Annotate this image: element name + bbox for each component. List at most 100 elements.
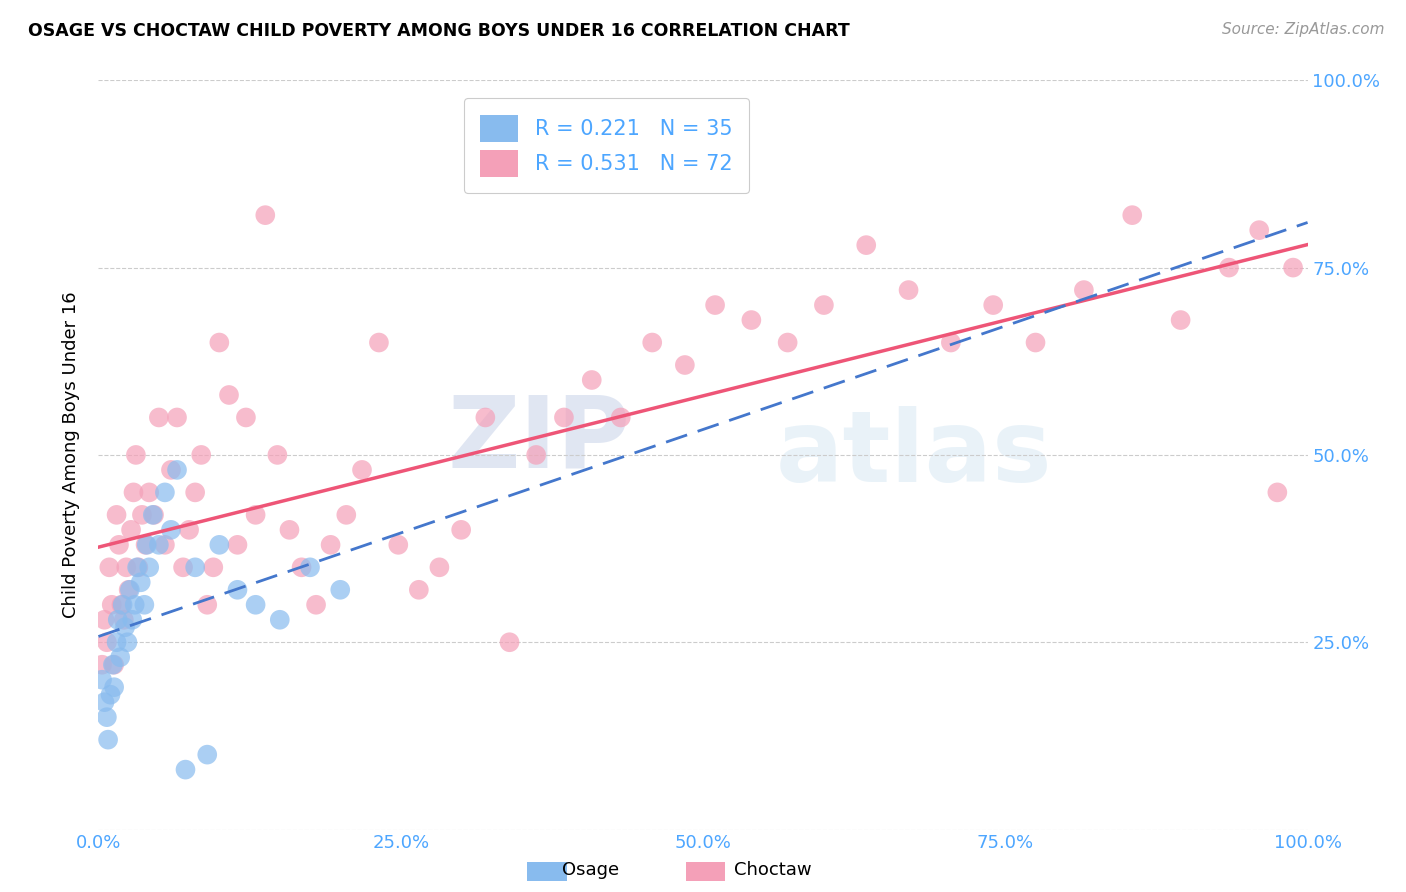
Point — [290, 560, 312, 574]
Point — [91, 657, 114, 672]
Point — [100, 598, 122, 612]
Point — [235, 410, 257, 425]
Point — [124, 598, 146, 612]
Point — [93, 613, 115, 627]
Point — [429, 560, 451, 574]
Point — [939, 335, 962, 350]
Point — [134, 598, 156, 612]
Point — [202, 560, 225, 574]
Point — [350, 463, 373, 477]
Point — [498, 635, 520, 649]
Point — [897, 283, 920, 297]
Point — [387, 538, 409, 552]
Point — [143, 508, 166, 522]
Point — [127, 560, 149, 574]
Point — [110, 598, 132, 612]
Point — [1024, 335, 1046, 350]
Point — [125, 448, 148, 462]
Point — [100, 688, 122, 702]
Point — [704, 298, 727, 312]
Point — [135, 538, 157, 552]
Point — [226, 582, 249, 597]
Point — [114, 620, 136, 634]
Point — [266, 448, 288, 462]
Point — [118, 582, 141, 597]
Point — [103, 680, 125, 694]
Point — [740, 313, 762, 327]
Point — [107, 613, 129, 627]
Point — [245, 508, 267, 522]
Text: OSAGE VS CHOCTAW CHILD POVERTY AMONG BOYS UNDER 16 CORRELATION CHART: OSAGE VS CHOCTAW CHILD POVERTY AMONG BOY… — [28, 22, 849, 40]
Point — [450, 523, 472, 537]
Point — [641, 335, 664, 350]
Point — [1249, 223, 1271, 237]
Point — [91, 673, 114, 687]
Point — [269, 613, 291, 627]
Point — [148, 538, 170, 552]
Point — [245, 598, 267, 612]
Point — [581, 373, 603, 387]
Point — [195, 598, 218, 612]
Point — [127, 560, 149, 574]
Point — [813, 298, 835, 312]
Y-axis label: Child Poverty Among Boys Under 16: Child Poverty Among Boys Under 16 — [62, 292, 80, 618]
Point — [174, 763, 197, 777]
Point — [160, 523, 183, 537]
Point — [981, 298, 1004, 312]
Point — [226, 538, 249, 552]
Point — [112, 613, 135, 627]
Point — [117, 635, 139, 649]
Point — [1218, 260, 1240, 275]
Point — [610, 410, 633, 425]
Point — [335, 508, 357, 522]
Point — [195, 747, 218, 762]
Legend: R = 0.221   N = 35, R = 0.531   N = 72: R = 0.221 N = 35, R = 0.531 N = 72 — [464, 98, 749, 194]
Point — [131, 508, 153, 522]
Point — [129, 575, 152, 590]
Point — [97, 732, 120, 747]
Point — [776, 335, 799, 350]
Point — [1073, 283, 1095, 297]
Point — [160, 463, 183, 477]
Point — [329, 582, 352, 597]
Point — [1170, 313, 1192, 327]
Point — [105, 635, 128, 649]
Point — [368, 335, 391, 350]
Point — [1121, 208, 1143, 222]
Text: Osage: Osage — [562, 861, 619, 879]
Point — [135, 538, 157, 552]
Text: ZIP: ZIP — [447, 392, 630, 489]
Point — [474, 410, 496, 425]
Point — [111, 598, 134, 612]
Point — [108, 538, 131, 552]
Point — [319, 538, 342, 552]
Point — [138, 560, 160, 574]
Point — [190, 448, 212, 462]
Point — [142, 508, 165, 522]
Point — [208, 335, 231, 350]
Point — [218, 388, 240, 402]
Point — [96, 635, 118, 649]
Point — [108, 650, 131, 665]
Point — [122, 485, 145, 500]
Point — [673, 358, 696, 372]
Point — [101, 657, 124, 672]
Point — [208, 538, 231, 552]
Point — [105, 508, 128, 522]
Point — [299, 560, 322, 574]
Point — [118, 582, 141, 597]
Text: Source: ZipAtlas.com: Source: ZipAtlas.com — [1222, 22, 1385, 37]
Text: Choctaw: Choctaw — [734, 861, 813, 879]
Point — [148, 410, 170, 425]
Point — [103, 657, 125, 672]
Point — [553, 410, 575, 425]
Point — [120, 523, 142, 537]
Point — [179, 523, 201, 537]
Point — [115, 560, 138, 574]
Point — [138, 485, 160, 500]
Point — [93, 695, 115, 709]
Point — [166, 463, 188, 477]
Point — [524, 448, 547, 462]
Point — [184, 560, 207, 574]
Point — [121, 613, 143, 627]
